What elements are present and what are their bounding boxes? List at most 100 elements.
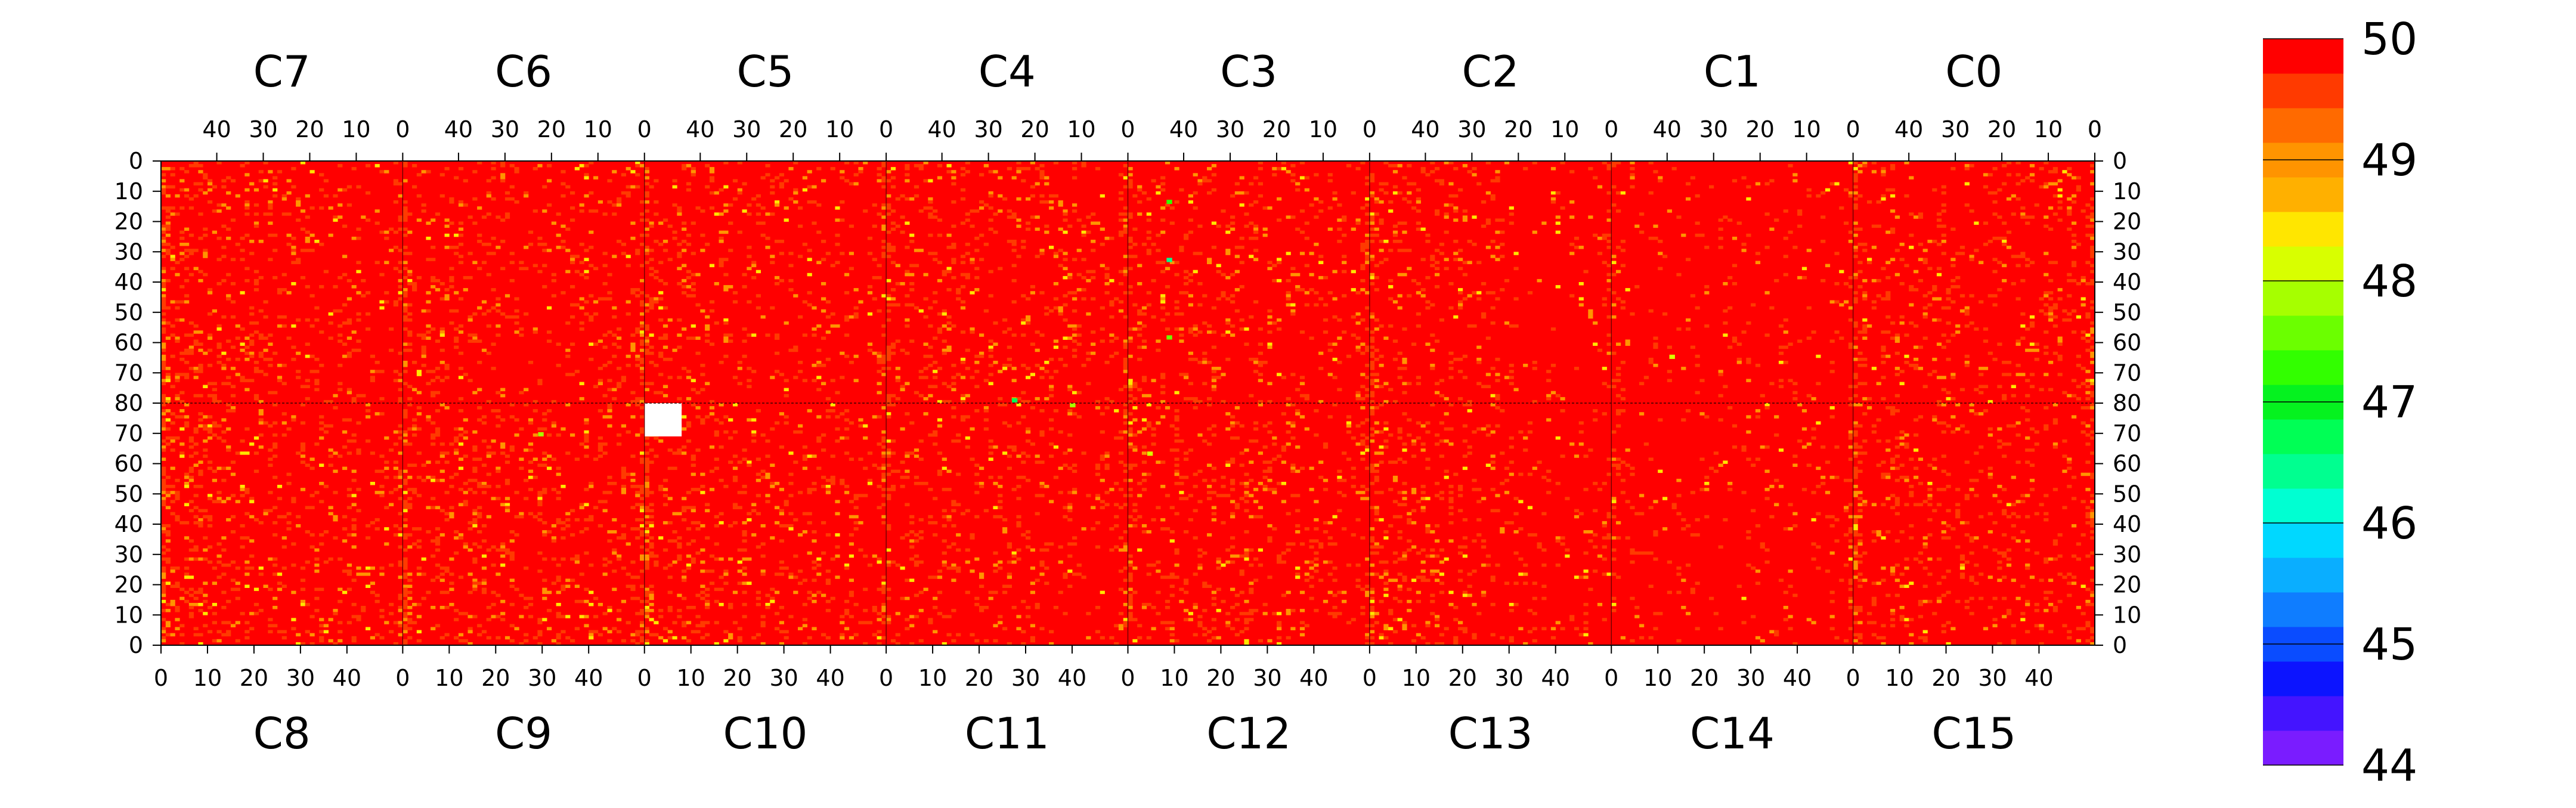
- heatmap-cell: [1453, 258, 1459, 261]
- heatmap-cell: [273, 403, 278, 407]
- heatmap-cell: [1016, 397, 1021, 401]
- heatmap-cell: [597, 445, 603, 449]
- heatmap-cell: [281, 515, 287, 519]
- heatmap-cell: [439, 578, 445, 582]
- heatmap-cell: [788, 264, 794, 268]
- heatmap-cell: [1857, 170, 1863, 174]
- heatmap-cell: [1936, 376, 1942, 379]
- heatmap-cell: [203, 454, 208, 458]
- heatmap-cell: [208, 436, 213, 440]
- heatmap-cell: [1100, 339, 1105, 343]
- heatmap-cell: [532, 209, 538, 213]
- heatmap-cell: [161, 491, 166, 494]
- heatmap-cell: [2011, 212, 2016, 216]
- heatmap-cell: [1197, 361, 1203, 364]
- heatmap-cell: [346, 388, 352, 392]
- heatmap-cell: [1894, 273, 1900, 277]
- heatmap-cell: [1848, 194, 1853, 198]
- heatmap-cell: [1788, 379, 1793, 382]
- heatmap-cell: [2025, 327, 2030, 331]
- heatmap-cell: [723, 161, 729, 165]
- heatmap-cell: [226, 445, 231, 449]
- heatmap-cell: [161, 439, 166, 443]
- heatmap-cell: [654, 364, 659, 367]
- heatmap-cell: [1304, 188, 1309, 192]
- heatmap-cell: [1950, 285, 1956, 289]
- heatmap-cell: [914, 194, 919, 198]
- heatmap-cell: [277, 376, 283, 379]
- heatmap-cell: [402, 478, 408, 482]
- heatmap-cell: [235, 587, 240, 592]
- heatmap-cell: [1983, 327, 1989, 331]
- heatmap-cell: [412, 388, 417, 392]
- heatmap-cell: [895, 367, 900, 370]
- heatmap-cell: [300, 566, 306, 570]
- heatmap-cell: [928, 306, 933, 310]
- heatmap-cell: [175, 373, 180, 376]
- heatmap-cell: [1067, 224, 1073, 228]
- heatmap-cell: [393, 475, 398, 479]
- heatmap-cell: [240, 236, 245, 240]
- heatmap-cell: [1058, 227, 1063, 231]
- heatmap-cell: [412, 164, 417, 168]
- heatmap-cell: [607, 424, 612, 428]
- heatmap-cell: [597, 409, 603, 413]
- heatmap-cell: [1481, 385, 1487, 388]
- heatmap-cell: [779, 373, 784, 376]
- heatmap-cell: [644, 261, 649, 264]
- heatmap-cell: [1216, 264, 1221, 268]
- heatmap-cell: [281, 584, 287, 588]
- heatmap-cell: [514, 491, 519, 494]
- heatmap-cell: [230, 578, 236, 582]
- heatmap-cell: [709, 179, 715, 182]
- heatmap-cell: [481, 587, 487, 592]
- heatmap-cell: [351, 348, 357, 352]
- heatmap-cell: [1439, 182, 1444, 185]
- heatmap-cell: [1383, 191, 1389, 195]
- heatmap-cell: [1011, 176, 1017, 179]
- heatmap-cell: [1606, 278, 1612, 283]
- heatmap-cell: [737, 191, 742, 195]
- heatmap-cell: [584, 439, 589, 443]
- heatmap-cell: [323, 624, 329, 627]
- heatmap-cell: [1485, 373, 1491, 376]
- heatmap-cell: [1021, 391, 1026, 395]
- heatmap-cell: [2076, 243, 2081, 246]
- heatmap-cell: [1509, 364, 1514, 367]
- heatmap-cell: [1681, 367, 1686, 370]
- heatmap-cell: [951, 364, 956, 367]
- heatmap-cell: [1894, 249, 1900, 252]
- heatmap-cell: [1658, 240, 1663, 243]
- heatmap-cell: [402, 309, 408, 313]
- heatmap-cell: [1416, 382, 1421, 385]
- heatmap-cell: [230, 530, 236, 534]
- heatmap-cell: [193, 627, 199, 630]
- heatmap-cell: [1504, 161, 1510, 165]
- heatmap-cell: [333, 469, 338, 473]
- heatmap-cell: [1063, 364, 1068, 367]
- heatmap-cell: [165, 548, 171, 552]
- heatmap-cell: [291, 415, 296, 419]
- heatmap-cell: [481, 578, 487, 582]
- heatmap-cell: [1918, 367, 1923, 370]
- heatmap-cell: [398, 512, 403, 516]
- heatmap-cell: [2085, 233, 2091, 237]
- heatmap-cell: [1881, 170, 1886, 174]
- heatmap-cell: [1862, 364, 1868, 367]
- heatmap-cell: [500, 267, 506, 271]
- heatmap-cell: [439, 282, 445, 286]
- heatmap-cell: [1355, 345, 1361, 349]
- heatmap-cell: [1643, 376, 1649, 379]
- heatmap-cell: [472, 333, 478, 337]
- heatmap-cell: [393, 246, 398, 249]
- heatmap-cell: [1955, 324, 1961, 328]
- heatmap-cell: [1718, 370, 1723, 373]
- heatmap-cell: [416, 173, 422, 177]
- heatmap-cell: [463, 454, 468, 458]
- heatmap-cell: [677, 376, 682, 379]
- heatmap-cell: [635, 518, 640, 522]
- heatmap-cell: [193, 442, 199, 446]
- heatmap-cell: [1402, 221, 1407, 225]
- heatmap-cell: [407, 627, 413, 630]
- heatmap-cell: [630, 185, 636, 189]
